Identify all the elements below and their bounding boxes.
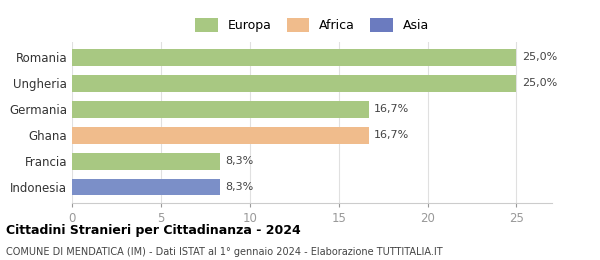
Text: 8,3%: 8,3% xyxy=(225,156,253,166)
Text: 25,0%: 25,0% xyxy=(522,78,557,88)
Text: 16,7%: 16,7% xyxy=(374,104,409,114)
Text: 16,7%: 16,7% xyxy=(374,130,409,140)
Text: Cittadini Stranieri per Cittadinanza - 2024: Cittadini Stranieri per Cittadinanza - 2… xyxy=(6,224,301,237)
Bar xyxy=(72,75,517,92)
Legend: Europa, Africa, Asia: Europa, Africa, Asia xyxy=(195,18,429,32)
Text: 8,3%: 8,3% xyxy=(225,182,253,192)
Bar xyxy=(72,101,369,118)
Bar xyxy=(72,179,220,196)
Text: 25,0%: 25,0% xyxy=(522,52,557,62)
Bar xyxy=(72,153,220,170)
Bar xyxy=(72,127,369,144)
Bar xyxy=(72,49,517,66)
Text: COMUNE DI MENDATICA (IM) - Dati ISTAT al 1° gennaio 2024 - Elaborazione TUTTITAL: COMUNE DI MENDATICA (IM) - Dati ISTAT al… xyxy=(6,247,443,257)
